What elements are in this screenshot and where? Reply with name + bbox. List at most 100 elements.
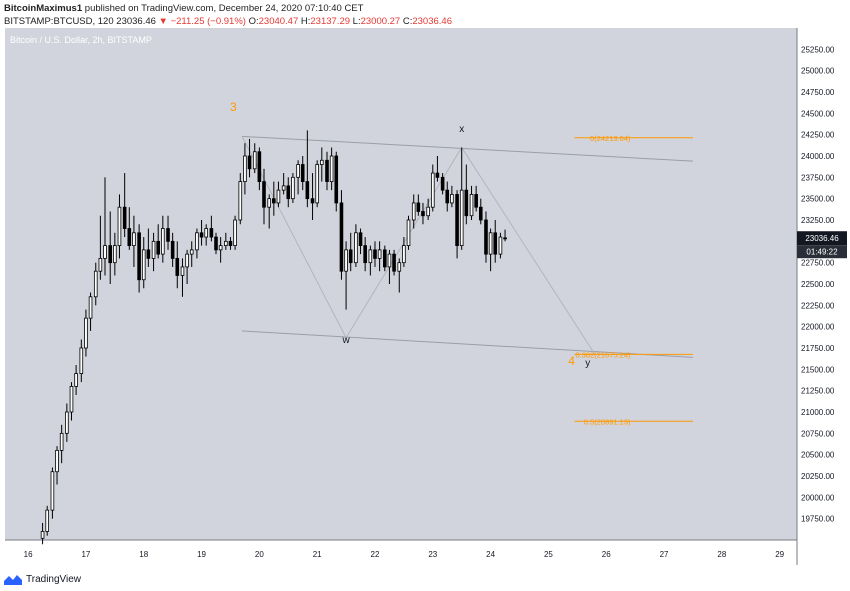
candle-up — [98, 257, 103, 272]
candle-up — [204, 228, 208, 238]
candle-up — [276, 189, 281, 204]
price-tick-label: 20750.00 — [801, 429, 835, 438]
candle-down — [127, 228, 132, 247]
time-axis-ticks: 16 17 18 19 20 21 22 23 24 25 26 27 28 29 — [24, 550, 785, 559]
candle-up — [50, 471, 55, 511]
price-tick-label: 22000.00 — [801, 323, 835, 332]
candle-down — [286, 185, 291, 200]
candle-up — [402, 245, 406, 264]
author-name[interactable]: BitcoinMaximus1 — [4, 3, 83, 14]
candle-down — [166, 228, 170, 242]
candle-down — [440, 176, 445, 191]
time-axis-background — [5, 540, 797, 565]
high-value: 23137.29 — [310, 16, 351, 27]
fib-level-label: 0(24213.64) — [590, 134, 631, 143]
chart-title: Bitcoin / U.S. Dollar, 2h, BITSTAMP — [10, 35, 152, 45]
channel-line — [241, 135, 693, 162]
candle-up — [291, 176, 295, 200]
wave-labels: 3 x w 4 y — [230, 100, 590, 369]
price-tick-label: 24750.00 — [801, 88, 835, 97]
candle-up — [55, 449, 59, 473]
last-price: 23036.46 — [116, 16, 156, 27]
candle-down — [464, 189, 469, 217]
time-tick-label: 16 — [24, 550, 33, 559]
candle-up — [406, 219, 411, 247]
price-badge — [797, 231, 847, 246]
candle-down — [300, 164, 305, 183]
price-tick-label: 24250.00 — [801, 131, 835, 140]
candle-down — [146, 249, 151, 259]
price-tick-label: 20000.00 — [801, 493, 835, 502]
time-tick-label: 29 — [775, 550, 784, 559]
candle-down — [334, 155, 339, 204]
time-tick-label: 27 — [660, 550, 669, 559]
price-tick-label: 21000.00 — [801, 408, 835, 417]
wave-label-w: w — [341, 335, 350, 346]
candle-up — [411, 202, 416, 221]
footer: TradingView — [4, 571, 81, 587]
countdown-badge — [797, 245, 847, 259]
candle-up — [488, 232, 493, 255]
close-label: C: — [402, 16, 413, 27]
candle-down — [137, 232, 141, 281]
candle-up — [88, 296, 93, 319]
candle-down — [503, 237, 507, 240]
time-tick-label: 22 — [371, 550, 380, 559]
candle-up — [69, 385, 74, 413]
candle-up — [45, 509, 50, 532]
candle-up — [151, 240, 156, 259]
candle-up — [113, 245, 117, 264]
price-tick-label: 20500.00 — [801, 451, 835, 460]
candle-up — [233, 219, 237, 247]
candle-down — [474, 193, 478, 208]
candle-down — [493, 232, 498, 255]
symbol-label: BITSTAMP:BTCUSD, 120 — [4, 16, 114, 27]
chart-area[interactable]: Bitcoin / U.S. Dollar, 2h, BITSTAMP USD … — [5, 28, 847, 565]
price-tick-label: 25250.00 — [801, 45, 835, 54]
current-price-marker: 23036.46 01:49:22 — [797, 231, 847, 259]
open-value: 23040.47 — [258, 16, 299, 27]
price-tick-label: 22750.00 — [801, 259, 835, 268]
publish-info: BitcoinMaximus1 published on TradingView… — [4, 2, 846, 15]
candle-up — [368, 249, 373, 264]
candle-up — [267, 198, 271, 208]
price-tick-label: 23750.00 — [801, 173, 835, 182]
price-axis-ticks: 19750.00 20000.00 20250.00 20500.00 20750.00… — [801, 45, 835, 523]
candlestick-chart[interactable]: Bitcoin / U.S. Dollar, 2h, BITSTAMP USD … — [5, 28, 847, 565]
candle-up — [59, 432, 64, 451]
candle-down — [214, 236, 218, 251]
publish-text: published on TradingView.com, December 2… — [84, 3, 364, 14]
candle-up — [426, 206, 430, 217]
candle-up — [319, 159, 324, 165]
candle-down — [363, 245, 367, 264]
low-value: 23000.27 — [360, 16, 401, 27]
price-tick-label: 21500.00 — [801, 365, 835, 374]
candle-up — [161, 228, 165, 255]
time-tick-label: 24 — [486, 550, 495, 559]
candle-up — [296, 164, 300, 178]
symbol-info: BITSTAMP:BTCUSD, 120 23036.46 ▼ −211.25 … — [4, 15, 846, 28]
candle-up — [132, 232, 136, 247]
candle-down — [122, 206, 127, 229]
time-tick-label: 26 — [602, 550, 611, 559]
candle-down — [228, 240, 233, 246]
time-tick-label: 23 — [428, 550, 437, 559]
axis-unit: USD — [819, 33, 836, 42]
candle-down — [262, 181, 266, 208]
candles — [40, 130, 507, 545]
wave-label-y: y — [585, 358, 590, 369]
price-tick-label: 23250.00 — [801, 216, 835, 225]
wave-label-4: 4 — [568, 354, 575, 368]
time-tick-label: 25 — [544, 550, 553, 559]
candle-down — [170, 240, 175, 259]
candle-up — [430, 172, 435, 208]
candle-up — [185, 253, 189, 268]
candle-down — [175, 257, 180, 276]
candle-down — [199, 232, 204, 238]
price-change: ▼ −211.25 (−0.91%) — [158, 16, 246, 27]
candle-up — [93, 270, 98, 298]
candle-up — [40, 531, 45, 539]
candle-up — [329, 155, 334, 183]
candle-down — [257, 151, 262, 182]
price-badge-label: 23036.46 — [805, 234, 839, 243]
